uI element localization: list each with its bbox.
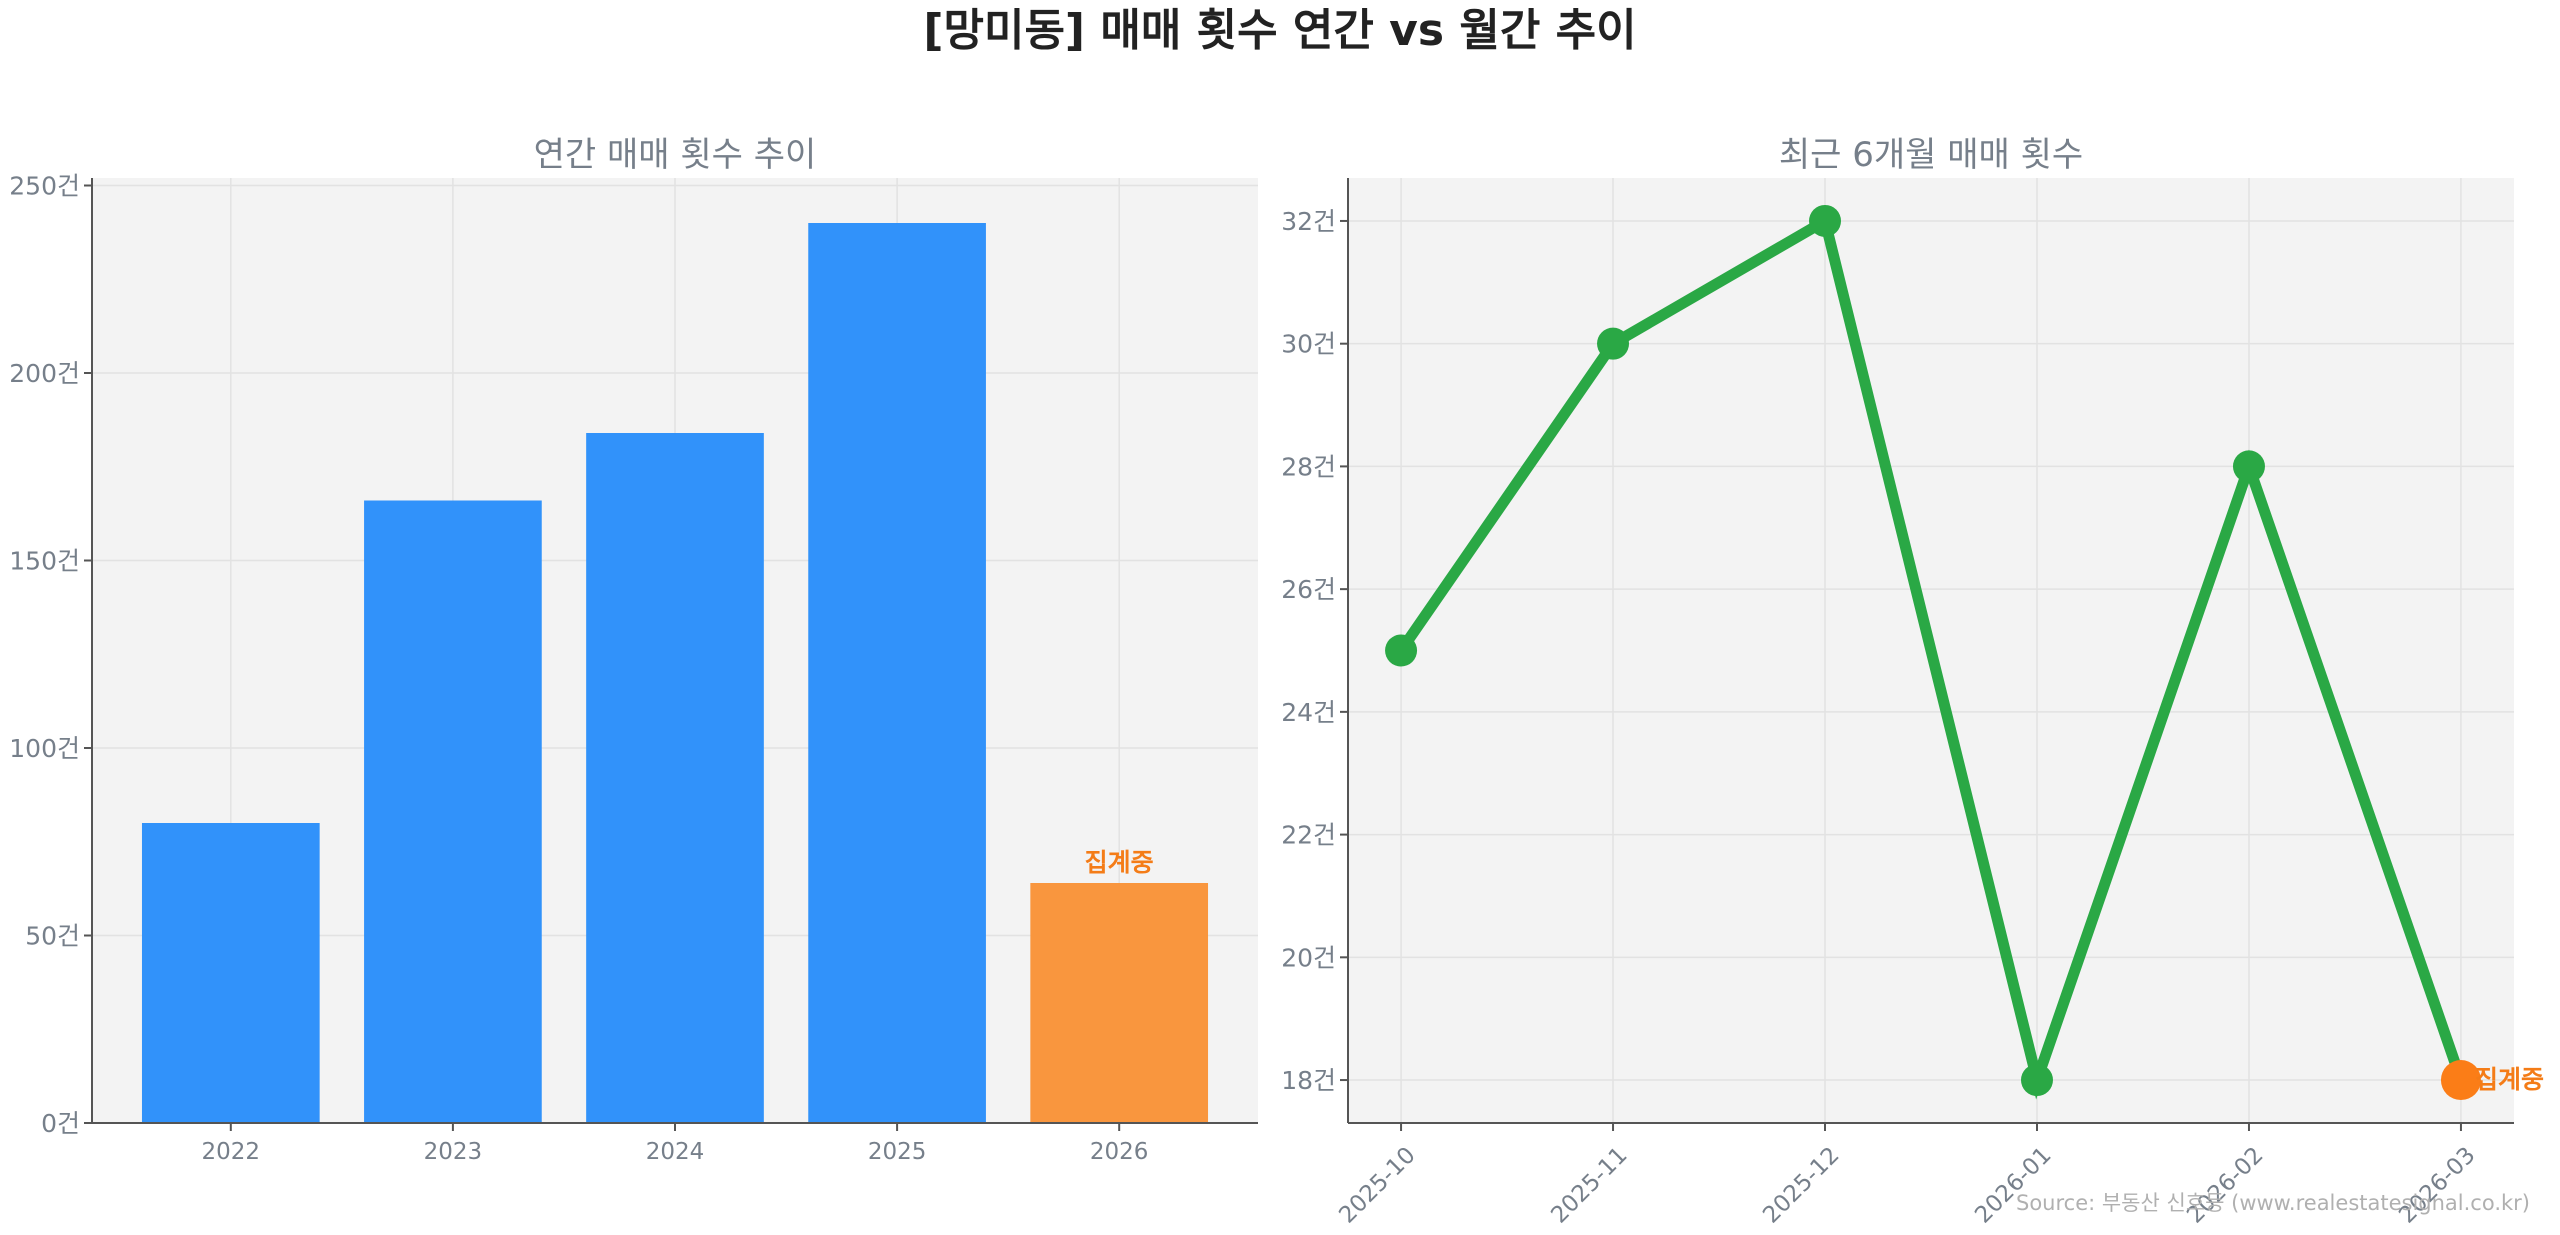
chart-0-bar <box>1030 883 1209 1123</box>
chart-1-y-tick-label: 18건 <box>1281 1066 1336 1095</box>
chart-0-y-tick-label: 200건 <box>9 359 80 388</box>
chart-1-title: 최근 6개월 매매 횟수 <box>1779 135 2083 175</box>
chart-0-y-tick-label: 250건 <box>9 172 80 201</box>
chart-1-x-tick-label: 2025-10 <box>1334 1142 1420 1228</box>
chart-1-y-tick-label: 24건 <box>1281 698 1336 727</box>
chart-1-y-tick-label: 22건 <box>1281 821 1336 850</box>
chart-1-y-tick-label: 20건 <box>1281 943 1336 972</box>
chart-0-title: 연간 매매 횟수 추이 <box>534 135 817 175</box>
source-note: Source: 부동산 신호등 (www.realestatesignal.co… <box>2015 1191 2530 1215</box>
chart-0-bar <box>141 823 320 1123</box>
chart-0-bar <box>808 223 986 1123</box>
chart-1-data-point <box>2232 450 2265 483</box>
chart-0-y-tick-label: 0건 <box>41 1109 80 1138</box>
chart-1-x-tick-label: 2025-12 <box>1758 1142 1844 1228</box>
chart-0-x-tick-label: 2023 <box>424 1139 483 1165</box>
chart-1-y-tick-label: 28건 <box>1281 452 1336 481</box>
chart-1-y-tick-label: 26건 <box>1281 575 1336 604</box>
chart-1-series-line <box>1395 212 2467 1100</box>
chart-0-bar <box>586 433 764 1123</box>
chart-1-data-point <box>1597 327 1630 360</box>
chart-0-y-tick-label: 100건 <box>9 734 80 763</box>
chart-0-y-tick-label: 50건 <box>25 922 80 951</box>
chart-0-y-tick-label: 150건 <box>9 547 80 576</box>
chart-0-x-tick-label: 2025 <box>868 1139 927 1165</box>
chart-1-highlight-point <box>2440 1060 2481 1101</box>
chart-0-x-tick-label: 2024 <box>646 1139 705 1165</box>
chart-1-data-point <box>1809 204 1842 237</box>
chart-1-highlight-label: 집계중 <box>2475 1065 2544 1094</box>
chart-1-data-point <box>1385 634 1418 667</box>
chart-1-data-point <box>2020 1064 2053 1097</box>
chart-0-x-tick-label: 2026 <box>1090 1139 1149 1165</box>
chart-1-x-tick-label: 2025-11 <box>1546 1142 1632 1228</box>
chart-0-x-tick-label: 2022 <box>202 1139 261 1165</box>
chart-1-y-tick-label: 30건 <box>1281 330 1336 359</box>
figure-title: [망미동] 매매 횟수 연간 vs 월간 추이 <box>923 5 1637 56</box>
chart-0-bar <box>364 500 542 1123</box>
chart-0-highlight-label: 집계중 <box>1085 848 1154 877</box>
chart-1-y-tick-label: 32건 <box>1281 207 1336 236</box>
